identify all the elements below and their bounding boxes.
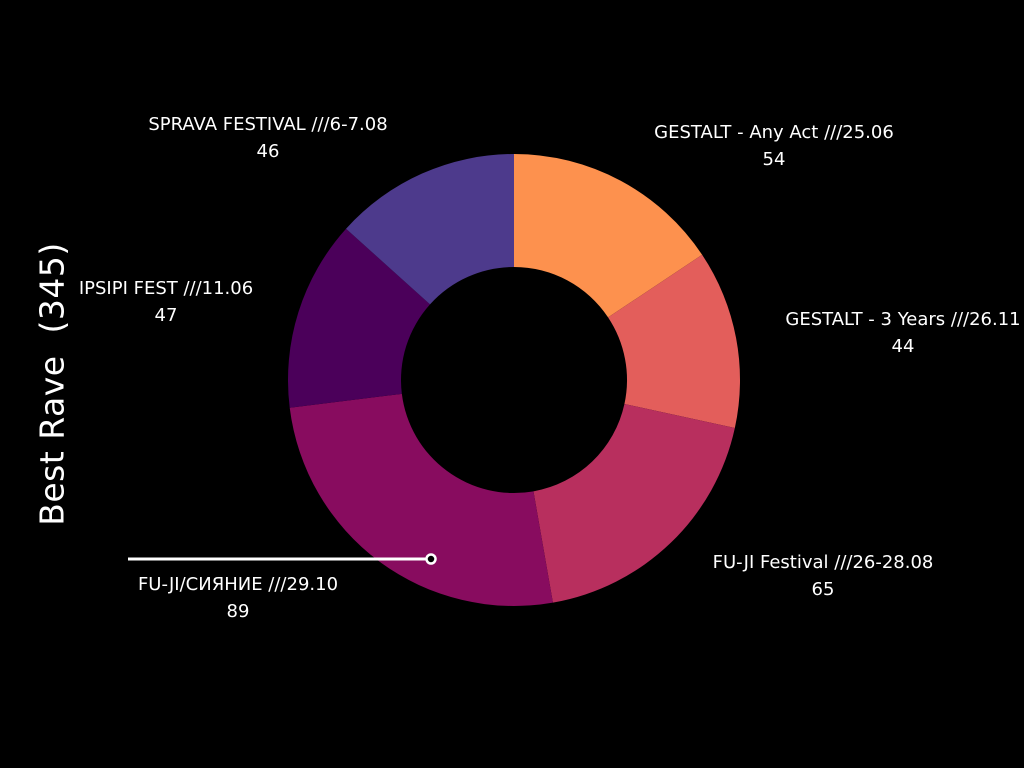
donut-slice-1 [608, 254, 741, 428]
donut-slice-4 [288, 228, 431, 408]
slice-category-label: SPRAVA FESTIVAL ///6-7.08 [148, 114, 387, 135]
slice-value-label: 54 [763, 149, 786, 170]
slice-labels: GESTALT - Any Act ///25.06 54 GESTALT - 3 … [79, 114, 1021, 622]
slice-value-label: 46 [257, 141, 280, 162]
slice-value-label: 65 [812, 579, 835, 600]
slice-category-label: GESTALT - Any Act ///25.06 [654, 122, 894, 143]
slice-category-label: FU-JI Festival ///26-28.08 [713, 552, 934, 573]
highlight-connector-dot [425, 553, 437, 565]
donut-slice-0 [514, 154, 703, 318]
slice-value-label: 44 [892, 336, 915, 357]
slice-value-label: 47 [155, 305, 178, 326]
donut-slices [288, 154, 741, 606]
donut-slice-5 [346, 154, 514, 305]
slice-value-label: 89 [227, 601, 250, 622]
slice-category-label: GESTALT - 3 Years ///26.11 [785, 309, 1020, 330]
donut-slice-2 [533, 403, 735, 603]
highlight-connector [128, 553, 437, 565]
donut-slice-3 [289, 393, 553, 606]
slice-category-label: IPSIPI FEST ///11.06 [79, 278, 253, 299]
slice-category-label: FU-JI/СИЯНИЕ ///29.10 [138, 574, 338, 595]
